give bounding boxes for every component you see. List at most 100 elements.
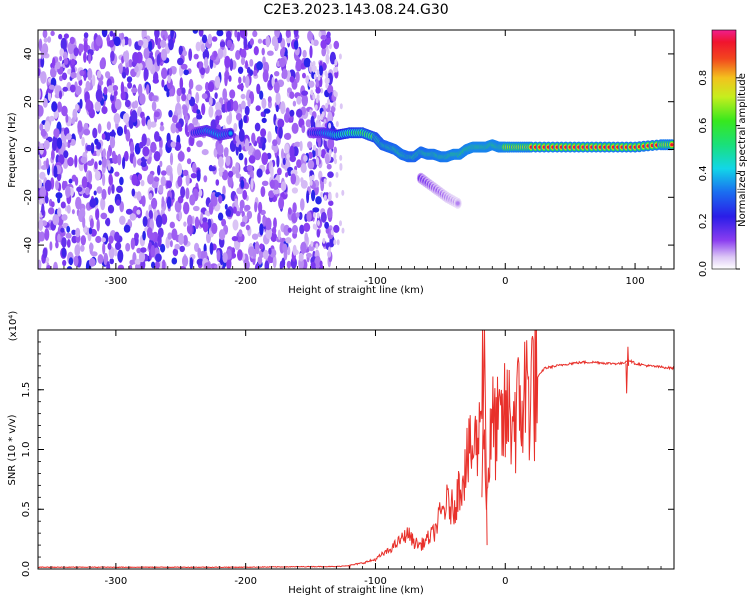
noise-speckle [278,126,283,139]
noise-speckle [38,158,42,170]
snr-multiplier: (x10⁴) [8,311,19,342]
noise-speckle [48,207,55,215]
noise-speckle [222,252,228,263]
colorbar: 0.0 0.2 0.4 0.6 0.8 Normalized spectral ampl… [698,29,748,277]
noise-speckle [88,170,93,184]
noise-speckle [38,68,41,77]
noise-speckle [314,255,321,269]
noise-speckle [73,255,79,267]
colorbar-tick-label: 0.2 [698,213,709,229]
noise-speckle [147,119,152,130]
noise-speckle [125,208,133,215]
noise-speckle [296,159,302,169]
noise-speckle [97,123,102,134]
noise-speckle [96,149,101,157]
noise-speckle [272,139,278,147]
noise-speckle [161,67,168,80]
noise-speckle [257,38,263,44]
noise-speckle [106,121,111,131]
noise-speckle [55,192,63,199]
noise-speckle [335,121,339,127]
noise-speckle [170,122,177,134]
noise-speckle [319,65,323,76]
noise-speckle [50,201,55,208]
snr-frame [37,329,675,570]
noise-speckle [200,67,206,76]
noise-speckle [141,38,149,49]
noise-speckle [238,152,244,161]
noise-speckle [57,207,62,217]
noise-speckle [62,259,67,267]
noise-speckle [107,85,114,93]
noise-speckle [219,41,226,48]
noise-speckle [214,92,218,99]
noise-speckle [52,138,57,152]
noise-speckle [312,94,316,100]
noise-speckle [280,48,285,58]
noise-speckle [277,229,281,240]
noise-speckle [259,90,264,100]
noise-speckle [224,203,228,210]
noise-speckle [316,94,320,100]
noise-speckle [303,155,308,162]
noise-speckle [327,207,333,219]
noise-speckle [38,198,44,205]
noise-speckle [256,61,263,71]
noise-speckle [328,246,332,253]
noise-speckle [243,36,248,49]
noise-speckle [73,47,79,57]
noise-speckle [272,188,280,195]
noise-speckle [126,76,133,83]
noise-speckle [257,212,261,224]
noise-speckle [102,173,106,186]
noise-speckle [222,185,226,196]
noise-speckle [306,190,310,204]
noise-speckle [217,212,224,221]
noise-speckle [112,85,119,92]
noise-speckle [201,149,209,156]
noise-speckle [281,68,288,80]
noise-speckle [38,179,42,189]
snr-y-label: SNR (10 * v/v) [7,414,18,485]
noise-speckle [207,81,215,92]
noise-speckle [178,233,185,245]
noise-speckle [151,95,159,102]
noise-speckle [50,30,55,37]
noise-speckle [59,48,65,57]
noise-speckle [50,77,57,87]
y-tick-label: 20 [23,95,34,108]
noise-speckle [291,122,299,134]
signal-ridge-mark [667,139,674,151]
noise-speckle [46,265,51,269]
noise-speckle [301,124,306,134]
noise-speckle [336,239,340,246]
noise-speckle [161,213,168,225]
noise-speckle [149,121,157,128]
noise-speckle [299,140,303,152]
noise-speckle [223,147,229,158]
noise-speckle [66,204,71,214]
noise-speckle [161,259,166,269]
noise-speckle [91,74,96,87]
noise-speckle [90,158,95,164]
noise-speckle [61,237,67,248]
noise-speckle [70,72,78,79]
noise-speckle [187,214,193,227]
noise-speckle [235,50,241,60]
noise-speckle [157,165,161,176]
noise-speckle [201,103,206,116]
noise-speckle [192,205,200,212]
noise-speckle [55,61,61,70]
noise-speckle [166,90,170,98]
noise-speckle [195,84,203,92]
noise-speckle [151,261,156,269]
noise-speckle [176,87,183,97]
noise-speckle [215,109,222,116]
spectrogram-x-label: Height of straight line (km) [288,285,424,296]
noise-speckle [164,31,168,40]
noise-speckle [235,134,239,142]
noise-speckle [270,232,278,243]
noise-speckle [261,152,269,166]
noise-speckle [267,96,272,103]
noise-speckle [179,245,185,253]
